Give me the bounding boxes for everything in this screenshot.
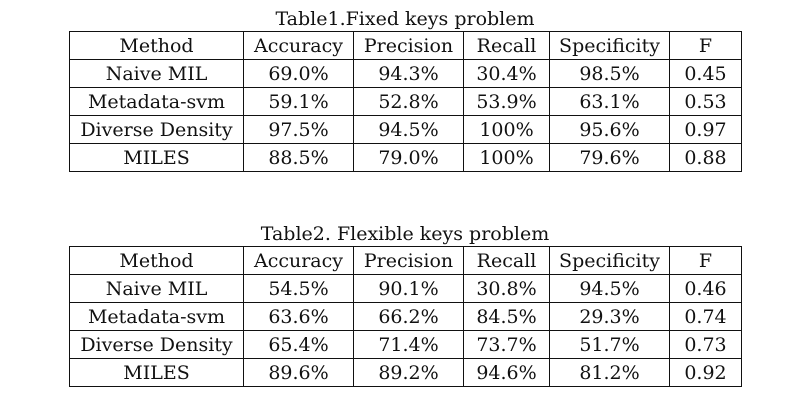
results-table: Method Accuracy Precision Recall Specifi… [69,31,742,172]
specificity-cell: 98.5% [549,59,670,88]
specificity-cell: 51.7% [549,330,670,359]
precision-cell: 79.0% [353,143,464,172]
method-cell: Diverse Density [69,330,244,359]
table-row: Diverse Density 65.4% 71.4% 73.7% 51.7% … [69,330,742,359]
f-score-cell: 0.74 [669,302,742,331]
precision-cell: 66.2% [353,302,464,331]
recall-cell: 84.5% [463,302,550,331]
recall-cell: 73.7% [463,330,550,359]
table-row: Metadata-svm 59.1% 52.8% 53.9% 63.1% 0.5… [69,87,742,116]
table-caption: Table2. Flexible keys problem [260,223,550,245]
column-header-recall: Recall [463,246,550,275]
specificity-cell: 94.5% [549,274,670,303]
table-caption: Table1.Fixed keys problem [275,8,535,30]
recall-cell: 100% [463,115,550,144]
specificity-cell: 29.3% [549,302,670,331]
column-header-precision: Precision [353,31,464,60]
column-header-specificity: Specificity [549,246,670,275]
recall-cell: 100% [463,143,550,172]
results-table: Method Accuracy Precision Recall Specifi… [69,246,742,387]
method-cell: Metadata-svm [69,87,244,116]
f-score-cell: 0.45 [669,59,742,88]
accuracy-cell: 69.0% [243,59,354,88]
table-row: Naive MIL 69.0% 94.3% 30.4% 98.5% 0.45 [69,59,742,88]
method-cell: Metadata-svm [69,302,244,331]
recall-cell: 30.8% [463,274,550,303]
specificity-cell: 95.6% [549,115,670,144]
precision-cell: 90.1% [353,274,464,303]
f-score-cell: 0.46 [669,274,742,303]
method-cell: MILES [69,143,244,172]
accuracy-cell: 59.1% [243,87,354,116]
method-cell: Diverse Density [69,115,244,144]
accuracy-cell: 88.5% [243,143,354,172]
column-header-specificity: Specificity [549,31,670,60]
method-cell: MILES [69,358,244,387]
column-header-accuracy: Accuracy [243,246,354,275]
column-header-method: Method [69,246,244,275]
fixed-keys-table-block: Table1.Fixed keys problem Method Accurac… [69,8,742,172]
accuracy-cell: 54.5% [243,274,354,303]
accuracy-cell: 65.4% [243,330,354,359]
column-header-precision: Precision [353,246,464,275]
recall-cell: 53.9% [463,87,550,116]
recall-cell: 94.6% [463,358,550,387]
specificity-cell: 81.2% [549,358,670,387]
accuracy-cell: 89.6% [243,358,354,387]
recall-cell: 30.4% [463,59,550,88]
f-score-cell: 0.73 [669,330,742,359]
table-row: Diverse Density 97.5% 94.5% 100% 95.6% 0… [69,115,742,144]
header-row: Method Accuracy Precision Recall Specifi… [69,31,742,60]
table-row: MILES 88.5% 79.0% 100% 79.6% 0.88 [69,143,742,172]
column-header-method: Method [69,31,244,60]
accuracy-cell: 63.6% [243,302,354,331]
precision-cell: 52.8% [353,87,464,116]
column-header-f: F [669,31,742,60]
column-header-f: F [669,246,742,275]
f-score-cell: 0.97 [669,115,742,144]
column-header-recall: Recall [463,31,550,60]
specificity-cell: 63.1% [549,87,670,116]
method-cell: Naive MIL [69,59,244,88]
precision-cell: 94.5% [353,115,464,144]
flexible-keys-table-block: Table2. Flexible keys problem Method Acc… [69,223,742,387]
table-row: MILES 89.6% 89.2% 94.6% 81.2% 0.92 [69,358,742,387]
f-score-cell: 0.53 [669,87,742,116]
f-score-cell: 0.92 [669,358,742,387]
specificity-cell: 79.6% [549,143,670,172]
column-header-accuracy: Accuracy [243,31,354,60]
precision-cell: 94.3% [353,59,464,88]
precision-cell: 89.2% [353,358,464,387]
table-row: Metadata-svm 63.6% 66.2% 84.5% 29.3% 0.7… [69,302,742,331]
method-cell: Naive MIL [69,274,244,303]
header-row: Method Accuracy Precision Recall Specifi… [69,246,742,275]
table-row: Naive MIL 54.5% 90.1% 30.8% 94.5% 0.46 [69,274,742,303]
f-score-cell: 0.88 [669,143,742,172]
accuracy-cell: 97.5% [243,115,354,144]
precision-cell: 71.4% [353,330,464,359]
